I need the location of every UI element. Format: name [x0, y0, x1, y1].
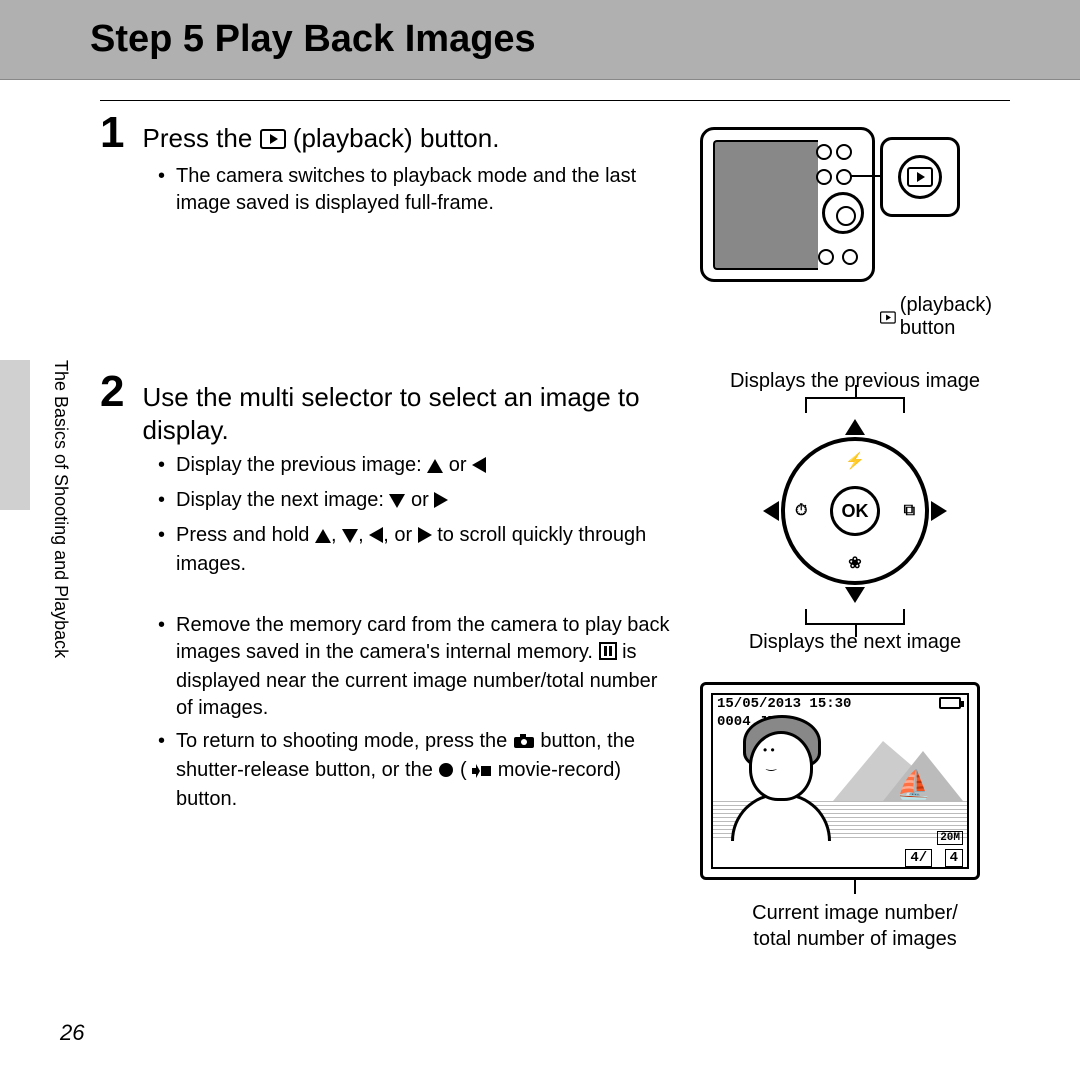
wheel-timer-icon: ⏱ [795, 502, 807, 520]
down-arrow-icon [342, 524, 358, 551]
camera-dpad [822, 192, 864, 234]
camera-btn [818, 249, 834, 265]
up-arrow-icon [315, 524, 331, 551]
b2-pre: Display the next image: [176, 489, 389, 511]
b4-pre: Remove the memory card from the camera t… [176, 614, 670, 663]
wheel-up-arrow-icon [845, 419, 865, 435]
content-area: 1 Press the (playback) button. The camer… [0, 80, 1080, 952]
right-arrow-icon [434, 489, 448, 516]
playback-button-circle [898, 155, 942, 199]
playback-icon [260, 124, 286, 157]
battery-icon [939, 697, 961, 709]
b3-m1: , [331, 524, 342, 546]
step-1-heading: 1 Press the (playback) button. [100, 111, 670, 157]
lcd-total: 4 [945, 849, 963, 867]
b1-mid: or [449, 454, 472, 476]
multi-selector-wheel: ⚡ ❀ ⏱ ⧉ OK [781, 437, 929, 585]
step-2-heading: 2 Use the multi selector to select an im… [100, 370, 670, 446]
page-title: Step 5 Play Back Images [90, 18, 1080, 61]
step-2-title: Use the multi selector to select an imag… [142, 381, 670, 446]
internal-memory-icon [599, 641, 617, 668]
b5-pp: ( [460, 759, 467, 781]
b3-m2: , [358, 524, 369, 546]
wheel-macro-icon: ❀ [848, 553, 861, 573]
step-2: 2 Use the multi selector to select an im… [100, 370, 1010, 952]
right-arrow-icon [418, 524, 432, 551]
up-arrow-icon [427, 454, 443, 481]
camera-small-buttons [814, 142, 864, 192]
person-face: • • ‿ [763, 743, 776, 771]
camera-illustration [700, 117, 960, 292]
lcd-preview-wrap: 15/05/2013 15:30 0004.JPG ⛵ • • ‿ 20M [700, 682, 1010, 952]
step-number: 2 [100, 370, 124, 414]
wheel-right-arrow-icon [931, 501, 947, 521]
step-1: 1 Press the (playback) button. The camer… [100, 111, 1010, 340]
step2-bullet-5: To return to shooting mode, press the bu… [158, 728, 670, 813]
step-2-illustration: Displays the previous image ⚡ ❀ ⏱ ⧉ OK [700, 370, 1010, 952]
camera-caption-text: (playback) button [900, 294, 1010, 340]
lcd-counter: 4/ 4 [901, 849, 963, 867]
down-arrow-icon [389, 489, 405, 516]
step-1-text: 1 Press the (playback) button. The camer… [100, 111, 670, 340]
step2-bullet-1: Display the previous image: or [158, 452, 670, 481]
wheel-left-arrow-icon [763, 501, 779, 521]
camera-caption: (playback) button [880, 294, 1010, 340]
lcd-size-badge: 20M [937, 831, 963, 845]
step1-bullet-1: The camera switches to playback mode and… [158, 163, 670, 217]
b3-m3: , or [383, 524, 417, 546]
camera-body [700, 127, 875, 282]
step1-title-post: (playback) button. [293, 123, 500, 153]
camera-screen [713, 140, 818, 270]
sailboat-icon: ⛵ [896, 771, 931, 799]
b2-mid: or [411, 489, 434, 511]
lcd-caption: Current image number/ total number of im… [700, 900, 1010, 952]
callout-connector [850, 175, 880, 177]
wheel-ok-button: OK [830, 486, 880, 536]
step2-bullet-4: Remove the memory card from the camera t… [158, 612, 670, 722]
wheel-down-arrow-icon [845, 587, 865, 603]
b5-pre: To return to shooting mode, press the [176, 730, 513, 752]
lcd-time: 15:30 [809, 696, 851, 712]
b1-pre: Display the previous image: [176, 454, 427, 476]
bracket-bottom [805, 609, 905, 625]
lcd-cur: 4 [910, 850, 918, 866]
step-1-illustration: (playback) button [700, 111, 1010, 340]
lcd-date: 15/05/2013 [717, 696, 801, 712]
step-2-bullets: Display the previous image: or Display t… [158, 452, 670, 813]
lcd-preview: 15/05/2013 15:30 0004.JPG ⛵ • • ‿ 20M [700, 682, 980, 880]
left-arrow-icon [369, 524, 383, 551]
step2-bullet-2: Display the next image: or [158, 487, 670, 516]
step-number: 1 [100, 111, 124, 155]
step2-bullet-3: Press and hold , , , or to scroll quickl… [158, 522, 670, 578]
multi-selector-diagram: ⚡ ❀ ⏱ ⧉ OK [700, 397, 1010, 625]
b3-pre: Press and hold [176, 524, 315, 546]
left-arrow-icon [472, 454, 486, 481]
header-bar: Step 5 Play Back Images [0, 0, 1080, 80]
camera-mode-icon [513, 730, 535, 757]
lcd-scene: ⛵ • • ‿ [713, 731, 967, 841]
record-dot-icon [438, 759, 454, 786]
camera-btn [842, 249, 858, 265]
page-number: 26 [60, 1020, 84, 1046]
step-2-text: 2 Use the multi selector to select an im… [100, 370, 670, 952]
step-1-bullets: The camera switches to playback mode and… [158, 163, 670, 217]
wheel-flash-icon: ⚡ [845, 451, 865, 471]
person-head [749, 731, 813, 801]
lcd-pointer-line [854, 880, 856, 894]
divider [100, 100, 1010, 101]
step-1-title: Press the (playback) button. [142, 122, 499, 157]
bracket-top [805, 397, 905, 413]
movie-record-icon [472, 759, 492, 786]
step1-title-pre: Press the [142, 123, 259, 153]
wheel-exposure-icon: ⧉ [904, 502, 915, 520]
playback-button-callout [880, 137, 960, 217]
